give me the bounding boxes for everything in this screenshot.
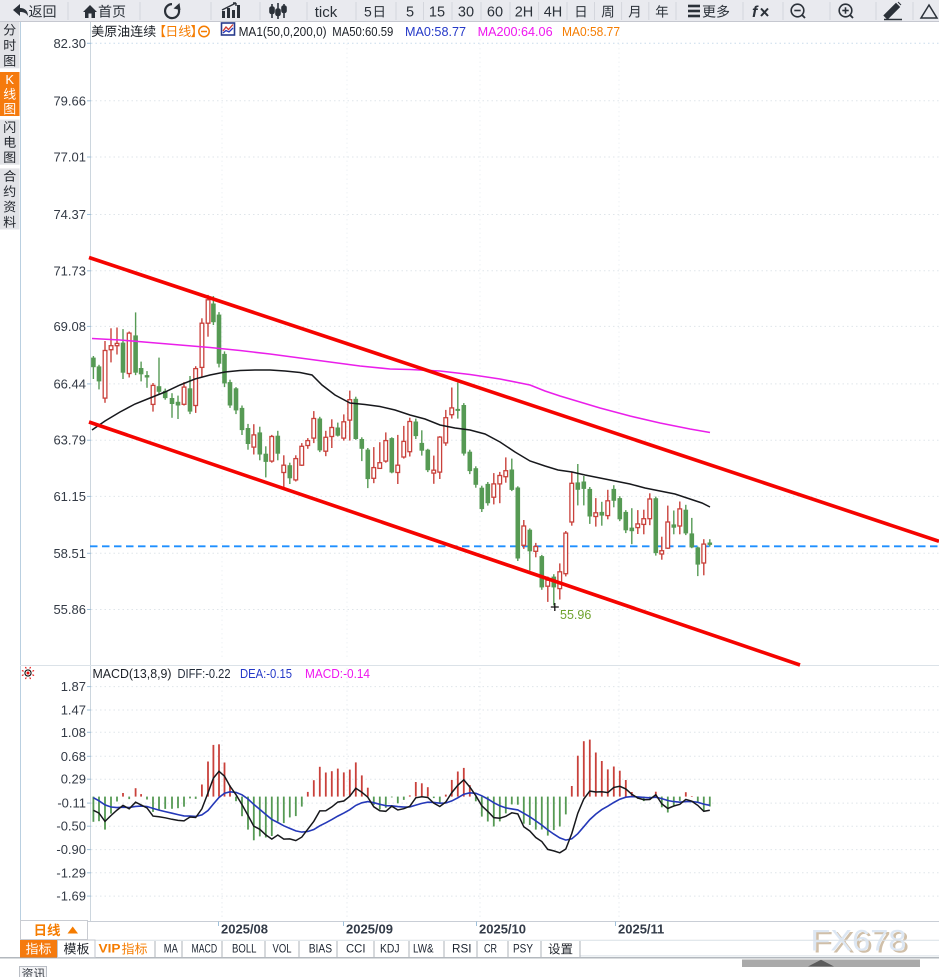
svg-text:-1.29: -1.29 bbox=[56, 865, 86, 880]
svg-text:f: f bbox=[752, 4, 759, 21]
svg-text:0.29: 0.29 bbox=[61, 772, 86, 787]
svg-text:BOLL: BOLL bbox=[232, 942, 257, 956]
svg-text:60: 60 bbox=[487, 5, 503, 21]
svg-text:-0.90: -0.90 bbox=[56, 842, 86, 857]
svg-text:1.47: 1.47 bbox=[61, 703, 86, 718]
svg-text:DEA:-0.15: DEA:-0.15 bbox=[240, 666, 292, 681]
svg-text:77.01: 77.01 bbox=[53, 150, 86, 165]
svg-text:MA0:58.77: MA0:58.77 bbox=[405, 24, 466, 39]
svg-text:VOL: VOL bbox=[273, 942, 292, 956]
svg-text:DIFF:-0.22: DIFF:-0.22 bbox=[178, 666, 231, 681]
svg-text:K: K bbox=[5, 72, 14, 87]
svg-text:58.51: 58.51 bbox=[53, 546, 86, 561]
svg-text:KDJ: KDJ bbox=[380, 942, 400, 956]
svg-text:CCI: CCI bbox=[346, 942, 366, 956]
svg-text:2025/11: 2025/11 bbox=[618, 922, 664, 937]
svg-text:82.30: 82.30 bbox=[53, 36, 86, 51]
svg-text:30: 30 bbox=[458, 5, 474, 21]
svg-text:55.96: 55.96 bbox=[560, 608, 591, 622]
svg-text:-0.50: -0.50 bbox=[56, 819, 86, 834]
svg-text:69.08: 69.08 bbox=[53, 319, 86, 334]
svg-text:PSY: PSY bbox=[513, 942, 533, 956]
svg-text:66.44: 66.44 bbox=[53, 376, 86, 391]
svg-text:0.68: 0.68 bbox=[61, 749, 86, 764]
svg-text:MA50:60.59: MA50:60.59 bbox=[332, 24, 393, 39]
svg-text:2H: 2H bbox=[515, 5, 534, 21]
svg-text:FX678: FX678 bbox=[813, 927, 909, 960]
svg-text:MACD(13,8,9): MACD(13,8,9) bbox=[93, 666, 172, 681]
svg-text:4H: 4H bbox=[544, 5, 563, 21]
svg-text:MACD: MACD bbox=[192, 942, 218, 956]
svg-text:BIAS: BIAS bbox=[309, 942, 332, 956]
svg-text:tick: tick bbox=[315, 4, 338, 21]
svg-text:2025/08: 2025/08 bbox=[221, 922, 268, 937]
svg-text:63.79: 63.79 bbox=[53, 433, 86, 448]
svg-text:-1.69: -1.69 bbox=[56, 889, 86, 904]
svg-text:VIP: VIP bbox=[99, 942, 121, 956]
svg-text:CR: CR bbox=[484, 942, 497, 956]
svg-text:5: 5 bbox=[364, 4, 372, 20]
svg-text:MA1(50,0,200,0): MA1(50,0,200,0) bbox=[239, 24, 327, 39]
svg-text:55.86: 55.86 bbox=[53, 602, 86, 617]
svg-text:LW&: LW& bbox=[413, 942, 434, 956]
svg-text:1.87: 1.87 bbox=[61, 679, 86, 694]
svg-text:2025/09: 2025/09 bbox=[346, 922, 393, 937]
svg-text:74.37: 74.37 bbox=[53, 207, 86, 222]
svg-text:-0.11: -0.11 bbox=[57, 796, 86, 811]
svg-text:2025/10: 2025/10 bbox=[479, 922, 526, 937]
svg-text:MA200:64.06: MA200:64.06 bbox=[478, 24, 553, 39]
svg-text:FX678: FX678 bbox=[811, 925, 907, 958]
svg-text:61.15: 61.15 bbox=[53, 489, 86, 504]
svg-text:5: 5 bbox=[406, 5, 414, 21]
svg-text:MACD:-0.14: MACD:-0.14 bbox=[305, 666, 370, 681]
svg-text:MA: MA bbox=[164, 942, 178, 956]
svg-text:71.73: 71.73 bbox=[53, 263, 86, 278]
svg-text:79.66: 79.66 bbox=[53, 93, 86, 108]
svg-text:1.08: 1.08 bbox=[61, 725, 86, 740]
svg-text:RSI: RSI bbox=[452, 942, 472, 956]
svg-text:15: 15 bbox=[429, 5, 445, 21]
svg-text:MA0:58.77: MA0:58.77 bbox=[562, 24, 620, 39]
